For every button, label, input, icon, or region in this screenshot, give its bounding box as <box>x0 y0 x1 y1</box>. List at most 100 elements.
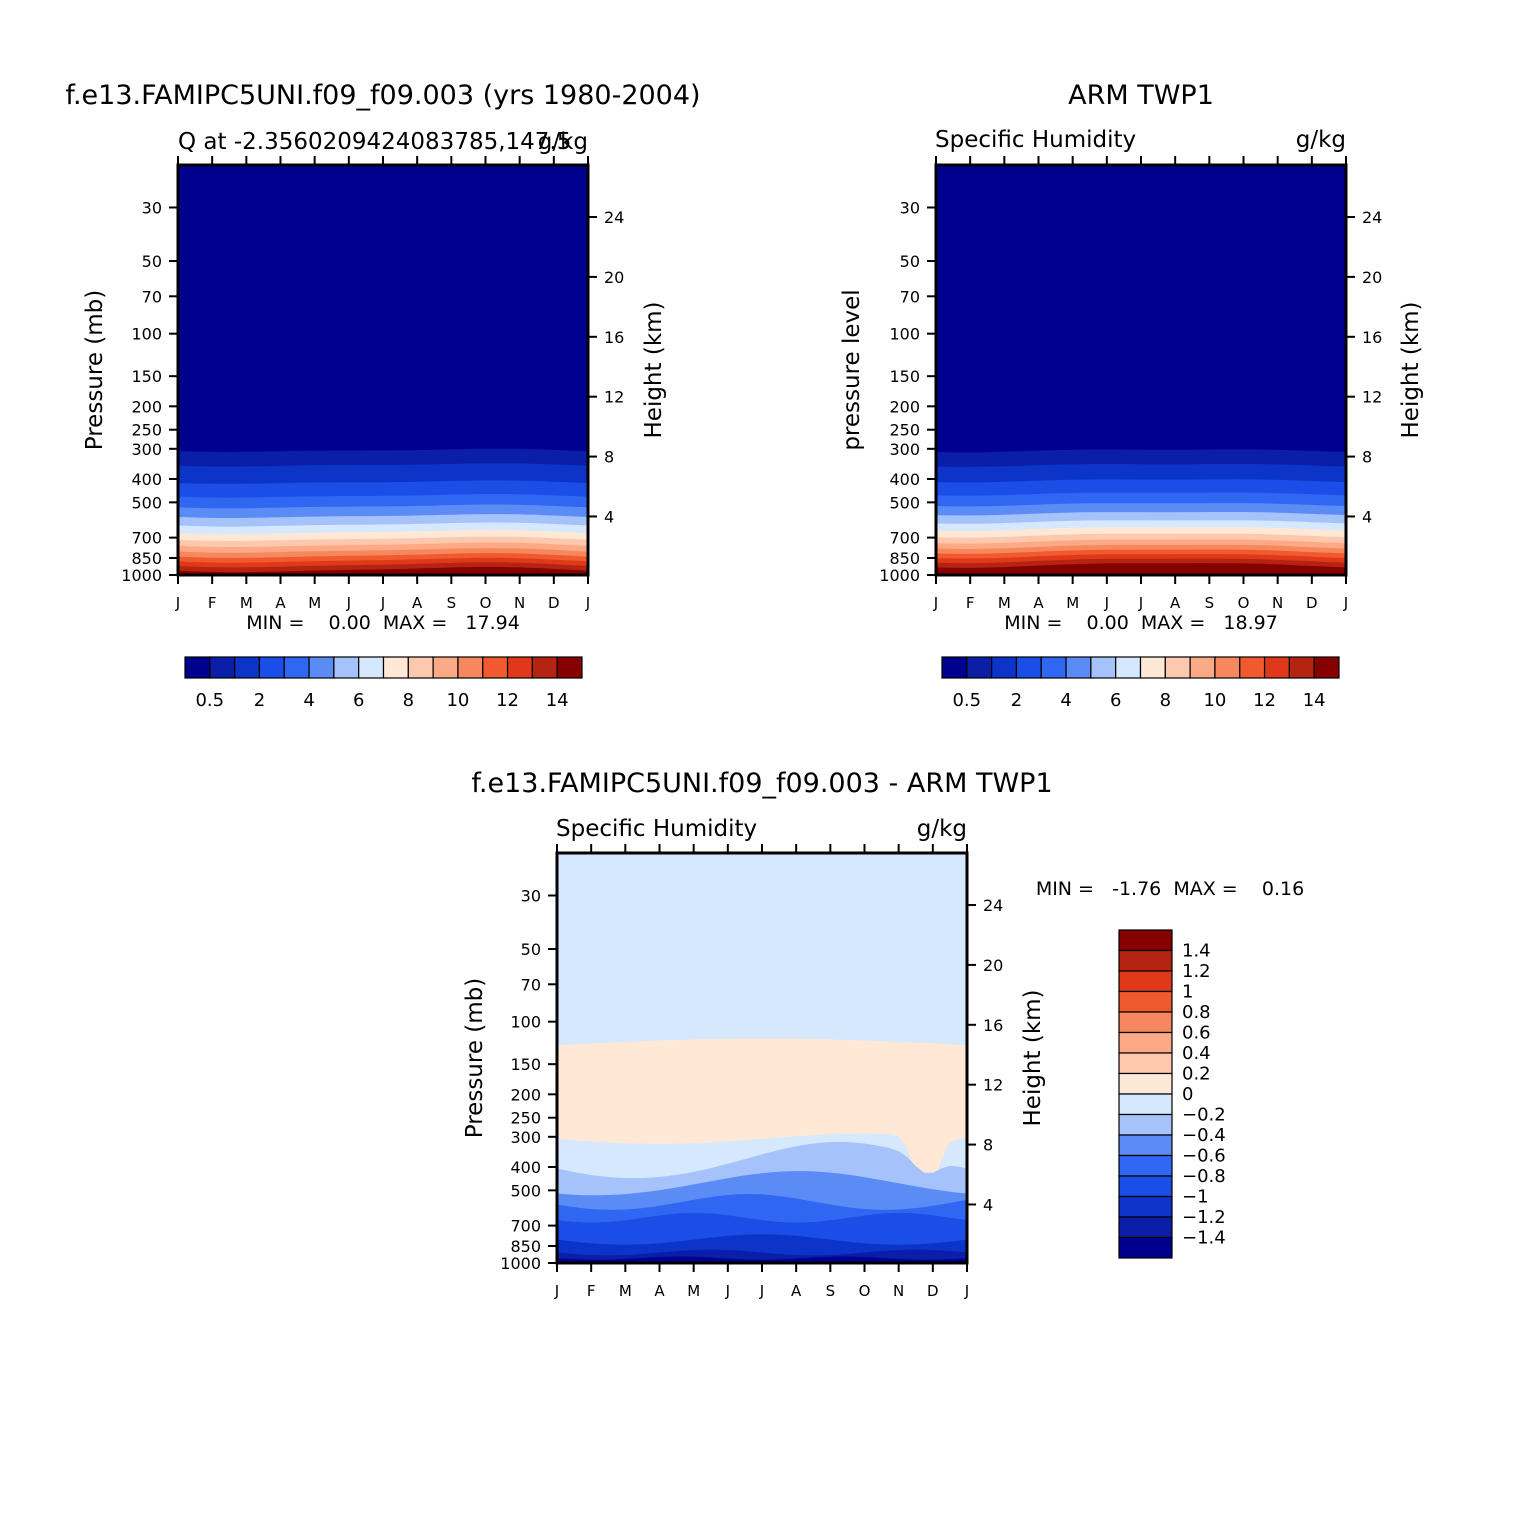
cbar2-label: 10 <box>1203 690 1226 711</box>
panel2-rtick-label: 20 <box>1362 268 1382 287</box>
cbar2-label: 0.5 <box>952 690 981 711</box>
panel-left-ylabel: Pressure (mb) <box>82 290 108 450</box>
panel3-ytick-label: 700 <box>510 1217 541 1236</box>
panel1-xtick-label: J <box>380 594 385 612</box>
cbar2-label: 14 <box>1303 690 1326 711</box>
panel3-rtick-label: 24 <box>983 896 1003 915</box>
panel3-xtick-label: O <box>859 1282 871 1300</box>
panel3-xtick-label: J <box>725 1282 730 1300</box>
panel3-xtick-label: S <box>826 1282 836 1300</box>
panel3-rtick-label: 20 <box>983 956 1003 975</box>
cbar2-box <box>1040 656 1067 679</box>
cbar3-box <box>1118 1175 1173 1198</box>
panel3-xtick-label: A <box>791 1282 802 1300</box>
panel1-ytick-label: 300 <box>131 440 162 459</box>
panel1-xtick-label: N <box>514 594 525 612</box>
panel2-xtick-label: N <box>1272 594 1283 612</box>
panel-right-left-string: Specific Humidity <box>935 127 1136 153</box>
cbar3-label: −1 <box>1182 1187 1209 1208</box>
cbar1-box <box>358 656 385 679</box>
cbar1-box <box>209 656 236 679</box>
panel1-rtick-label: 8 <box>604 448 614 467</box>
cbar2-box <box>1090 656 1117 679</box>
panel1-ytick-label: 850 <box>131 549 162 568</box>
cbar1-box <box>432 656 459 679</box>
cbar1-label: 4 <box>303 690 314 711</box>
panel1-ytick-label: 50 <box>142 252 162 271</box>
cbar3-label: 0.6 <box>1182 1023 1211 1044</box>
cbar2-label: 2 <box>1011 690 1022 711</box>
panel2-contour-band <box>936 563 1346 575</box>
panel2-xtick-label: M <box>998 594 1011 612</box>
cbar3-box <box>1118 970 1173 993</box>
panel2-ytick-label: 200 <box>889 397 920 416</box>
panel-left-ylabel-right: Height (km) <box>641 301 667 438</box>
cbar1-box <box>283 656 310 679</box>
panel3-xtick-label: A <box>654 1282 665 1300</box>
panel3-xtick-label: J <box>554 1282 559 1300</box>
panel1-xtick-label: J <box>346 594 351 612</box>
cbar3-box <box>1118 1236 1173 1259</box>
panel2-ytick-label: 400 <box>889 470 920 489</box>
panel3-xtick-label: F <box>587 1282 596 1300</box>
cbar3-label: −0.4 <box>1182 1125 1226 1146</box>
panel2-ytick-label: 850 <box>889 549 920 568</box>
panel2-xtick-label: O <box>1238 594 1250 612</box>
panel-right-ylabel-right: Height (km) <box>1398 301 1424 438</box>
cbar1-label: 12 <box>496 690 519 711</box>
panel3-neg-band <box>557 1256 967 1263</box>
panel-left-right-string: g/kg <box>538 129 588 155</box>
panel-diff-ylabel: Pressure (mb) <box>462 978 488 1138</box>
panel-diff-right-string: g/kg <box>917 816 967 842</box>
cbar1-label: 14 <box>546 690 569 711</box>
cbar1-box <box>258 656 285 679</box>
panel3-ytick-label: 70 <box>521 975 541 994</box>
panel1-rtick-label: 4 <box>604 507 614 526</box>
panel1-ytick-label: 250 <box>131 421 162 440</box>
cbar2-box <box>1263 656 1290 679</box>
panel2-rtick-label: 12 <box>1362 388 1382 407</box>
panel-diff-minmax: MIN = -1.76 MAX = 0.16 <box>1036 878 1304 900</box>
cbar3-label: −0.2 <box>1182 1105 1226 1126</box>
cbar3-label: −1.4 <box>1182 1228 1226 1249</box>
panel3-ytick-label: 250 <box>510 1109 541 1128</box>
panel2-xtick-label: J <box>1343 594 1348 612</box>
panel1-ytick-label: 500 <box>131 493 162 512</box>
panel2-xtick-label: F <box>966 594 975 612</box>
panel3-rtick-label: 8 <box>983 1136 993 1155</box>
cbar3-box <box>1118 929 1173 952</box>
panel2-ytick-label: 50 <box>900 252 920 271</box>
cbar3-box <box>1118 1134 1173 1157</box>
cbar3-box <box>1118 1093 1173 1116</box>
cbar2-label: 8 <box>1160 690 1171 711</box>
cbar2-label: 6 <box>1110 690 1121 711</box>
cbar2-box <box>941 656 968 679</box>
panel-left-main-title: f.e13.FAMIPC5UNI.f09_f09.003 (yrs 1980-2… <box>65 80 700 111</box>
cbar3-label: −1.2 <box>1182 1207 1226 1228</box>
cbar2-box <box>1115 656 1142 679</box>
cbar1-box <box>506 656 533 679</box>
panel1-xtick-label: A <box>275 594 286 612</box>
panel-right-minmax: MIN = 0.00 MAX = 18.97 <box>1004 612 1278 634</box>
panel2-xtick-label: J <box>933 594 938 612</box>
panel1-ytick-label: 700 <box>131 529 162 548</box>
panel2-xtick-label: J <box>1104 594 1109 612</box>
panel2-ytick-label: 1000 <box>879 566 920 585</box>
cbar1-label: 2 <box>254 690 265 711</box>
cbar3-label: 1 <box>1182 982 1193 1003</box>
panel3-xtick-label: J <box>759 1282 764 1300</box>
panel3-ytick-label: 150 <box>510 1055 541 1074</box>
cbar3-box <box>1118 1216 1173 1239</box>
cbar3-box <box>1118 949 1173 972</box>
cbar1-box <box>457 656 484 679</box>
panel-right-main-title: ARM TWP1 <box>1068 80 1214 111</box>
cbar1-box <box>333 656 360 679</box>
cbar1-label: 8 <box>403 690 414 711</box>
cbar2-label: 12 <box>1253 690 1276 711</box>
panel2-ytick-label: 500 <box>889 493 920 512</box>
panel2-ytick-label: 250 <box>889 421 920 440</box>
panel1-ytick-label: 30 <box>142 198 162 217</box>
panel1-ytick-label: 150 <box>131 367 162 386</box>
